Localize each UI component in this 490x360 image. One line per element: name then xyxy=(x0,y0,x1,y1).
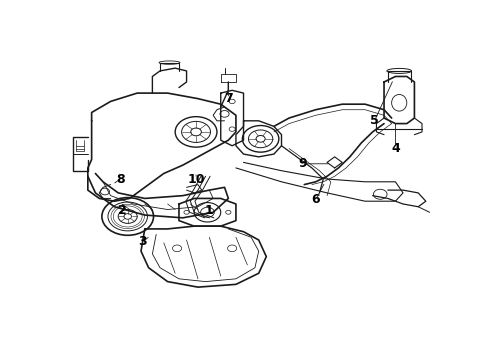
Text: 7: 7 xyxy=(224,92,233,105)
Text: 10: 10 xyxy=(187,172,205,185)
Text: 9: 9 xyxy=(298,157,307,170)
Text: 5: 5 xyxy=(370,114,379,127)
Text: 8: 8 xyxy=(116,172,124,185)
Text: 1: 1 xyxy=(205,204,214,217)
Text: 4: 4 xyxy=(391,142,400,155)
Text: 3: 3 xyxy=(139,235,147,248)
Text: 2: 2 xyxy=(118,204,126,217)
Text: 6: 6 xyxy=(311,193,320,206)
